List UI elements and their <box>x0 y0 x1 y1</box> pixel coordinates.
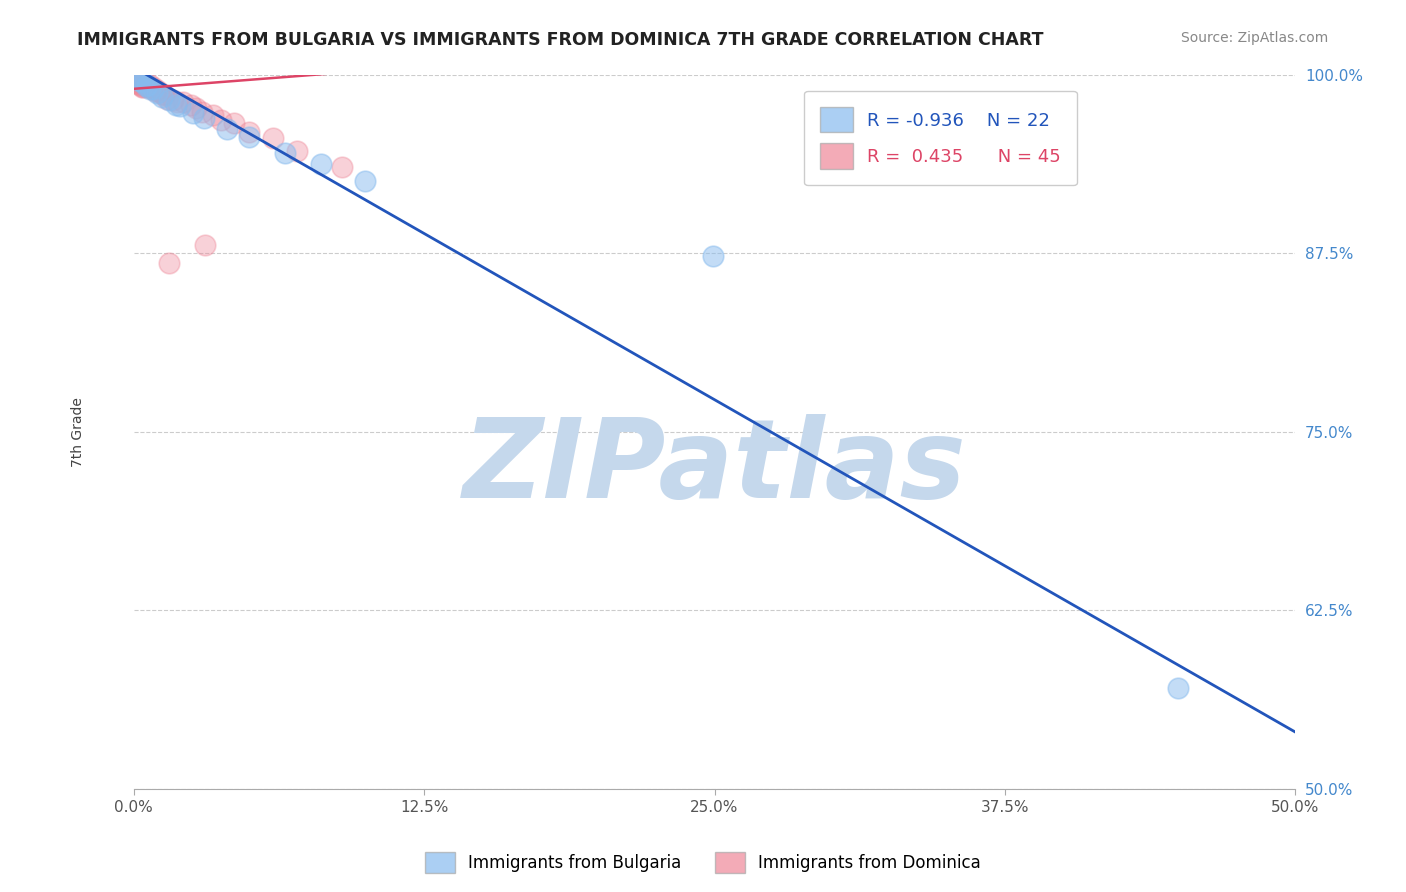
Point <box>152 87 174 102</box>
Point <box>209 113 232 128</box>
Point <box>142 82 165 96</box>
Point <box>128 71 150 86</box>
Point <box>194 237 217 252</box>
Point <box>146 83 169 97</box>
Point <box>139 80 162 95</box>
Point <box>128 74 150 88</box>
Point <box>134 78 156 93</box>
Point <box>354 174 377 188</box>
Point <box>136 78 159 93</box>
Point <box>143 84 166 98</box>
Point <box>124 71 146 86</box>
Point <box>136 78 159 93</box>
Point <box>262 131 284 145</box>
Point <box>222 116 245 130</box>
Point <box>131 72 153 87</box>
Point <box>1167 681 1189 696</box>
Point <box>215 122 238 136</box>
Point <box>285 144 308 158</box>
Point <box>146 87 169 101</box>
Point <box>157 256 180 270</box>
Point <box>139 82 162 96</box>
Point <box>172 95 194 110</box>
Point <box>138 78 160 92</box>
Point <box>128 70 150 84</box>
Point <box>238 130 260 145</box>
Point <box>127 70 149 84</box>
Point <box>135 79 157 94</box>
Point <box>193 112 215 126</box>
Point <box>156 92 179 106</box>
Point <box>125 68 148 82</box>
Point <box>125 70 148 84</box>
Point <box>309 156 332 170</box>
Point <box>142 79 165 94</box>
Point <box>129 74 152 88</box>
Point <box>153 88 176 103</box>
Point <box>128 76 150 90</box>
Point <box>136 78 159 93</box>
Point <box>169 98 191 112</box>
Point <box>141 82 163 96</box>
Legend: Immigrants from Bulgaria, Immigrants from Dominica: Immigrants from Bulgaria, Immigrants fro… <box>419 846 987 880</box>
Y-axis label: 7th Grade: 7th Grade <box>72 397 86 467</box>
Point <box>131 79 153 94</box>
Point <box>127 75 149 89</box>
Point <box>129 72 152 87</box>
Point <box>166 98 188 112</box>
Legend: R = -0.936    N = 22, R =  0.435      N = 45: R = -0.936 N = 22, R = 0.435 N = 45 <box>804 91 1077 186</box>
Text: IMMIGRANTS FROM BULGARIA VS IMMIGRANTS FROM DOMINICA 7TH GRADE CORRELATION CHART: IMMIGRANTS FROM BULGARIA VS IMMIGRANTS F… <box>77 31 1043 49</box>
Point <box>181 105 204 120</box>
Point <box>332 160 354 174</box>
Point <box>166 95 188 109</box>
Point <box>150 89 173 103</box>
Point <box>162 93 184 107</box>
Point <box>148 85 170 99</box>
Point <box>274 145 297 160</box>
Point <box>202 107 225 121</box>
Text: Source: ZipAtlas.com: Source: ZipAtlas.com <box>1181 31 1329 45</box>
Point <box>191 104 214 119</box>
Point <box>125 70 148 84</box>
Point <box>238 125 260 139</box>
Point <box>702 249 724 263</box>
Point <box>124 72 146 87</box>
Point <box>132 75 155 89</box>
Point <box>128 77 150 91</box>
Point <box>184 101 207 115</box>
Point <box>129 78 152 92</box>
Point <box>131 80 153 95</box>
Point <box>135 78 157 93</box>
Text: ZIPatlas: ZIPatlas <box>463 414 966 521</box>
Point <box>180 98 202 112</box>
Point <box>135 77 157 91</box>
Point <box>157 93 180 107</box>
